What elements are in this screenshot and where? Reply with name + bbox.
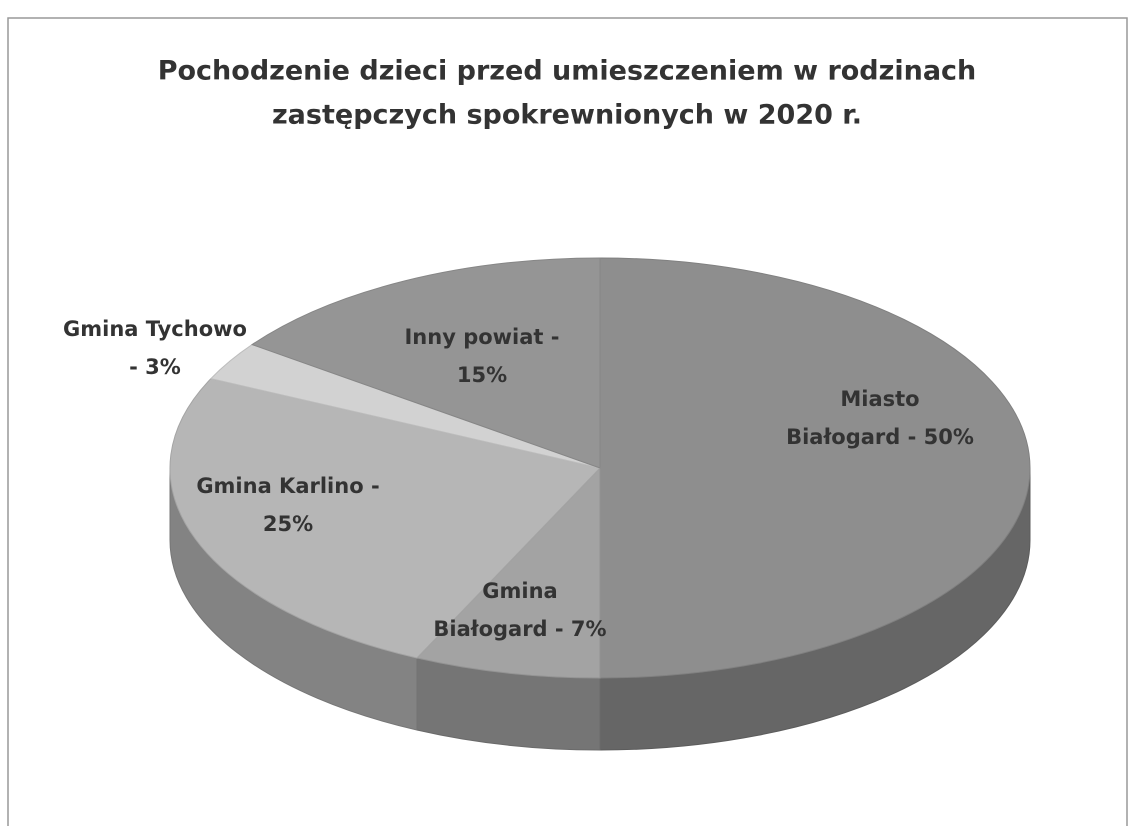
chart-title: zastępczych spokrewnionych w 2020 r. (272, 100, 862, 131)
data-label: - 3% (129, 355, 181, 379)
data-label: 15% (457, 363, 507, 387)
chart-title: Pochodzenie dzieci przed umieszczeniem w… (158, 56, 977, 87)
data-label: Gmina (482, 579, 557, 603)
pie-slice (251, 257, 601, 469)
data-label: Gmina Tychowo (63, 317, 247, 341)
data-label: 25% (263, 512, 313, 536)
pie-slice (599, 257, 1031, 679)
pie-slice (169, 378, 601, 659)
data-label: Białogard - 50% (786, 425, 974, 449)
data-label: Inny powiat - (404, 325, 559, 349)
pie-slice (415, 466, 601, 679)
data-label: Gmina Karlino - (196, 474, 379, 498)
data-label: Białogard - 7% (433, 617, 606, 641)
data-label: Miasto (840, 387, 919, 411)
